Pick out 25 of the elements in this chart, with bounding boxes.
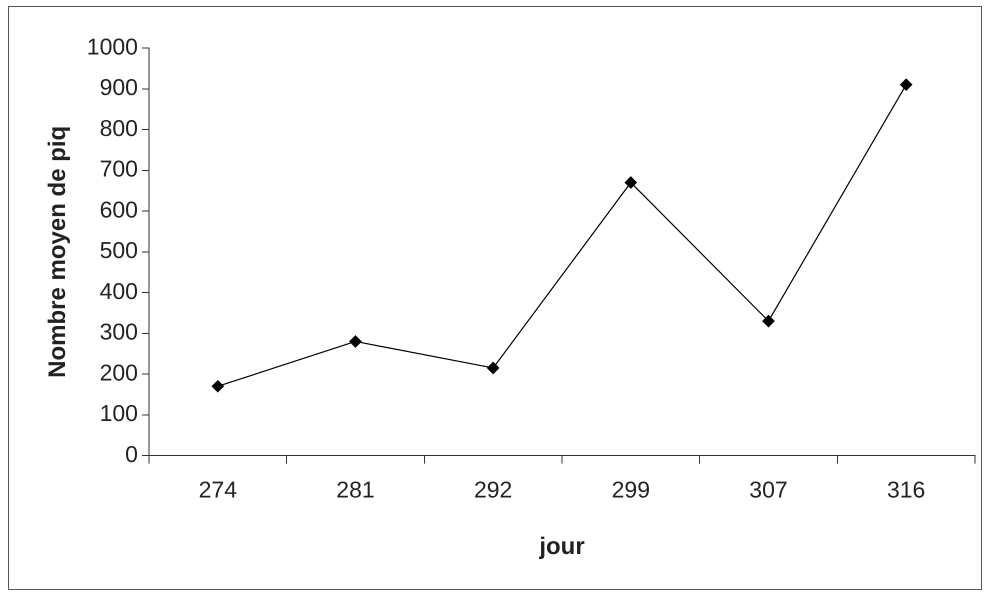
y-tick-label: 600 — [100, 196, 138, 222]
x-tick-label: 274 — [198, 476, 238, 503]
y-tick-label: 0 — [125, 440, 138, 467]
y-tick-label: 100 — [100, 400, 138, 426]
point — [487, 362, 500, 374]
y-axis-title: Nombre moyen de piq — [44, 126, 72, 378]
x-tick-label: 292 — [474, 476, 512, 503]
y-tick-label: 800 — [100, 114, 138, 141]
y-tick-label: 700 — [100, 156, 138, 182]
point — [762, 314, 775, 328]
y-tick-label: 400 — [100, 278, 138, 304]
y-tick-label: 300 — [100, 318, 138, 345]
point — [900, 78, 912, 91]
point — [624, 176, 637, 189]
x-tick-label: 316 — [886, 476, 926, 503]
x-tick-label: 299 — [612, 476, 650, 503]
point — [349, 335, 362, 348]
point — [212, 380, 224, 392]
x-tick-label: 281 — [336, 476, 375, 503]
y-tick-label: 200 — [100, 359, 138, 386]
y-tick-label: 500 — [100, 237, 138, 264]
x-tick-label: 307 — [749, 476, 788, 503]
x-axis-title: jour — [538, 533, 585, 560]
y-tick-label: 900 — [100, 74, 138, 100]
y-tick-label: 1000 — [86, 33, 138, 60]
